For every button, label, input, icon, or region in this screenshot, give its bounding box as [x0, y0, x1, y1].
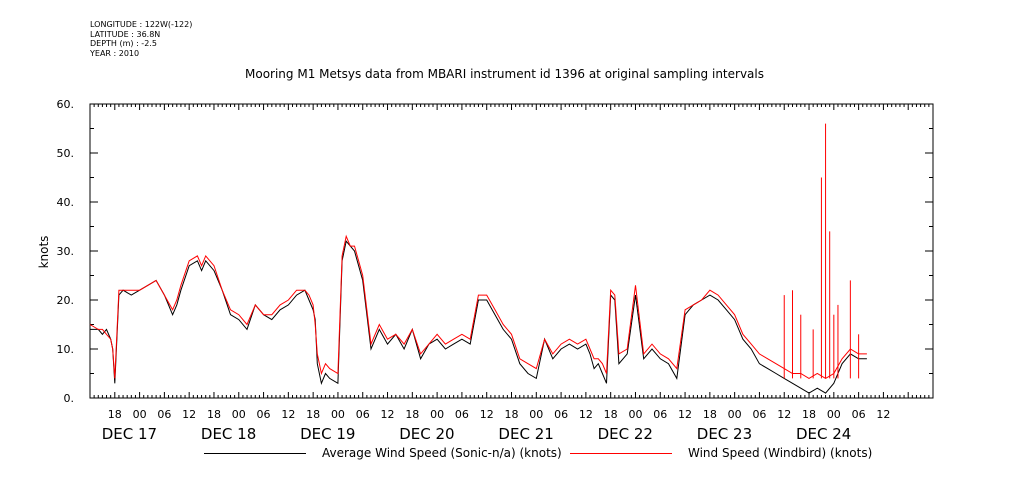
depth-label: DEPTH (m) : -2.5: [90, 39, 157, 48]
legend: Average Wind Speed (Sonic-n/a) (knots) W…: [0, 446, 1009, 462]
y-tick-label: 40.: [57, 196, 75, 209]
ticks: 0. 10. 20. 30. 40. 50. 60. 18 00 06 12 18 00 06 12 18 00…: [57, 98, 934, 443]
legend-label-average: Average Wind Speed (Sonic-n/a) (knots): [322, 446, 562, 460]
y-tick-label: 10.: [57, 343, 75, 356]
x-tick-label: 06: [257, 408, 271, 421]
x-tick-label: 12: [777, 408, 791, 421]
year-label: YEAR : 2010: [90, 48, 140, 58]
y-tick-label: 0.: [64, 392, 75, 405]
series-average-wind: [90, 240, 867, 394]
x-tick-label: 00: [529, 408, 543, 421]
series-windbird: [89, 234, 867, 379]
x-tick-label: 00: [133, 408, 147, 421]
x-tick-label: 12: [281, 408, 295, 421]
axes: [89, 103, 934, 399]
x-tick-label: 12: [381, 408, 395, 421]
x-date-label: DEC 21: [498, 425, 553, 443]
x-date-label: DEC 20: [399, 425, 454, 443]
latitude-label: LATITUDE : 36.8N: [90, 29, 161, 39]
x-date-label: DEC 19: [300, 425, 355, 443]
plot-frame: [89, 103, 934, 399]
y-tick-label: 20.: [57, 294, 75, 307]
x-tick-label: 06: [852, 408, 866, 421]
x-tick-label: 18: [802, 408, 816, 421]
x-date-label: DEC 23: [697, 425, 752, 443]
y-tick-label: 50.: [57, 147, 75, 160]
x-tick-label: 00: [232, 408, 246, 421]
longitude-label: LONGITUDE : 122W(-122): [90, 20, 193, 29]
x-tick-label: 12: [876, 408, 890, 421]
x-tick-label: 06: [455, 408, 469, 421]
x-tick-label: 12: [480, 408, 494, 421]
x-tick-label: 00: [827, 408, 841, 421]
x-tick-label: 12: [182, 408, 196, 421]
x-tick-label: 00: [331, 408, 345, 421]
legend-label-windbird: Wind Speed (Windbird) (knots): [688, 446, 873, 460]
x-tick-label: 18: [108, 408, 122, 421]
metadata-block: LONGITUDE : 122W(-122) LATITUDE : 36.8N …: [90, 20, 192, 58]
y-axis-label: knots: [37, 236, 51, 269]
x-tick-label: 12: [579, 408, 593, 421]
x-tick-label: 18: [703, 408, 717, 421]
x-tick-label: 06: [356, 408, 370, 421]
x-tick-label: 18: [306, 408, 320, 421]
y-tick-label: 60.: [57, 98, 75, 111]
x-tick-label: 06: [752, 408, 766, 421]
x-tick-label: 00: [728, 408, 742, 421]
legend-line-average: [204, 453, 306, 454]
x-tick-label: 18: [505, 408, 519, 421]
chart-title: Mooring M1 Metsys data from MBARI instru…: [245, 67, 764, 81]
series-lines: [89, 123, 867, 394]
x-tick-label: 00: [628, 408, 642, 421]
y-tick-label: 30.: [57, 245, 75, 258]
x-date-label: DEC 22: [598, 425, 653, 443]
x-tick-label: 12: [678, 408, 692, 421]
x-tick-label: 00: [430, 408, 444, 421]
x-tick-label: 18: [207, 408, 221, 421]
x-date-label: DEC 18: [201, 425, 256, 443]
x-tick-label: 18: [604, 408, 618, 421]
x-date-label: DEC 24: [796, 425, 851, 443]
x-date-label: DEC 17: [102, 425, 157, 443]
x-tick-label: 06: [554, 408, 568, 421]
legend-line-windbird: [570, 453, 672, 454]
x-tick-label: 06: [653, 408, 667, 421]
x-tick-label: 18: [405, 408, 419, 421]
x-tick-label: 06: [157, 408, 171, 421]
